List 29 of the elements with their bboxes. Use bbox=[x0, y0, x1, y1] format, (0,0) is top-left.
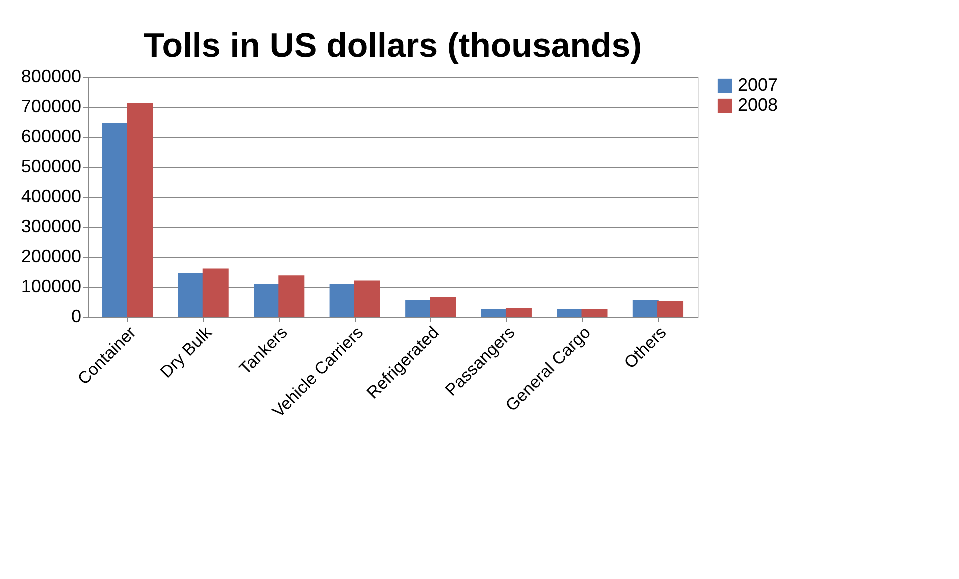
legend-label: 2007 bbox=[738, 75, 778, 95]
bar bbox=[127, 103, 154, 317]
bar bbox=[254, 284, 280, 317]
bar bbox=[178, 274, 204, 317]
bar bbox=[632, 300, 659, 317]
bar bbox=[102, 124, 128, 317]
y-tick-label: 100000 bbox=[21, 276, 82, 296]
bar bbox=[354, 280, 380, 317]
bar bbox=[582, 310, 608, 317]
y-tick-label: 700000 bbox=[21, 96, 82, 116]
bar bbox=[658, 301, 684, 317]
y-tick-label: 800000 bbox=[21, 66, 82, 86]
y-tick-label: 600000 bbox=[21, 126, 82, 146]
y-tick-label: 400000 bbox=[21, 186, 82, 206]
x-tick-label: Dry Bulk bbox=[156, 322, 216, 382]
y-tick-label: 500000 bbox=[21, 156, 82, 176]
y-tick-label: 300000 bbox=[21, 216, 82, 236]
legend-label: 2008 bbox=[738, 95, 778, 115]
bar bbox=[430, 298, 456, 317]
bar bbox=[278, 276, 305, 317]
bar bbox=[557, 310, 584, 317]
y-tick-label: 0 bbox=[71, 306, 82, 326]
y-tick-label: 200000 bbox=[21, 246, 82, 266]
bar bbox=[406, 300, 432, 317]
bar bbox=[202, 268, 229, 317]
bar bbox=[506, 308, 532, 317]
bar bbox=[330, 284, 356, 317]
bar bbox=[481, 310, 508, 317]
chart-title: Tolls in US dollars (thousands) bbox=[144, 27, 642, 65]
